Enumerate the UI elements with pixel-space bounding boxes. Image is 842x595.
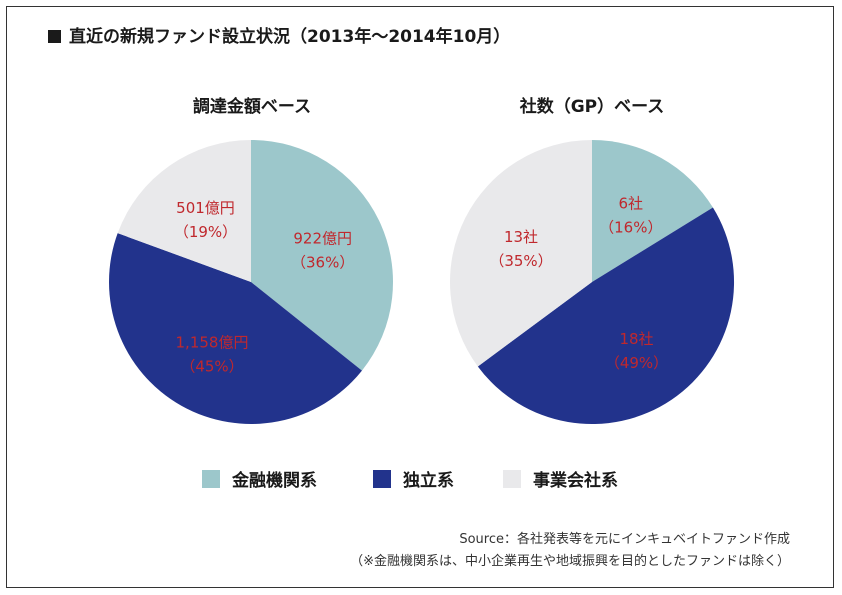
legend-item-independent: 独立系 [373, 466, 454, 491]
chart-title-amount: 調達金額ベース [192, 97, 312, 117]
pie-0-slice-1 [109, 233, 362, 424]
legend-label-independent: 独立系 [403, 471, 454, 491]
legend-swatch-independent [373, 469, 391, 488]
pie-0-slice-0 [251, 140, 393, 371]
pie-1-slice-0 [592, 140, 713, 282]
pie-1-slice-1 [477, 207, 735, 425]
pie-0-slice-2-value-label: 501億円 [176, 199, 235, 217]
pie-1-slice-1-value-label: 18社 [619, 330, 653, 348]
pie-1-slice-2-percent-label: （35%） [489, 252, 552, 270]
pie-1-slice-1-percent-label: （49%） [605, 354, 668, 372]
pie-0-slice-0-percent-label: （36%） [291, 254, 354, 272]
pie-0-slice-2 [117, 140, 251, 282]
pie-0-slice-0-value-label: 922億円 [293, 230, 352, 248]
figure-frame [6, 6, 834, 588]
figure-title-text: 直近の新規ファンド設立状況（2013年〜2014年10月） [69, 27, 511, 47]
legend-swatch-corporate [503, 469, 521, 488]
pie-1-slice-2 [449, 139, 592, 367]
pie-0-slice-1-percent-label: （45%） [180, 357, 243, 375]
pie-1-slice-0-value-label: 6社 [619, 195, 644, 213]
legend-label-financial: 金融機関系 [232, 471, 317, 491]
legend: 金融機関系 独立系 事業会社系 [0, 466, 842, 492]
footnote: （※金融機関系は、中小企業再生や地域振興を目的としたファンドは除く） [350, 554, 790, 569]
pie-1-slice-2-value-label: 13社 [504, 228, 538, 246]
pie-0-slice-1-value-label: 1,158億円 [176, 333, 249, 351]
title-square-icon [48, 30, 61, 43]
legend-swatch-financial [202, 469, 220, 488]
pie-0-slice-2-percent-label: （19%） [174, 223, 237, 241]
legend-item-corporate: 事業会社系 [503, 466, 618, 491]
pie-1-slice-0-percent-label: （16%） [599, 219, 662, 237]
source-note: Source：各社発表等を元にインキュベイトファンド作成 [459, 532, 790, 547]
chart-title-count: 社数（GP）ベース [519, 97, 665, 117]
figure-title: 直近の新規ファンド設立状況（2013年〜2014年10月） [48, 22, 510, 47]
legend-item-financial: 金融機関系 [202, 466, 317, 491]
legend-label-corporate: 事業会社系 [533, 471, 618, 491]
